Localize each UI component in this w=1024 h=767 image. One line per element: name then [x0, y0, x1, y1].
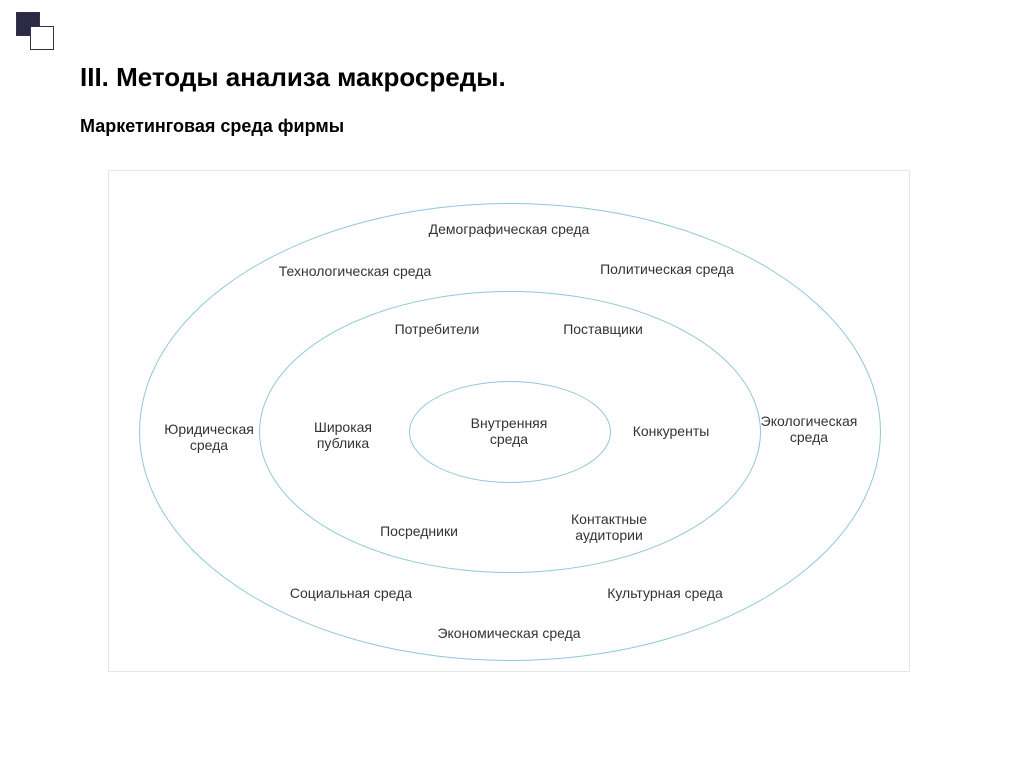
- label-contact-audiences: Контактныеаудитории: [571, 511, 647, 543]
- label-suppliers: Поставщики: [563, 321, 643, 337]
- concentric-diagram: Внутренняясреда Потребители Поставщики Ш…: [108, 170, 910, 672]
- label-competitors: Конкуренты: [633, 423, 710, 439]
- label-political: Политическая среда: [600, 261, 734, 277]
- label-legal: Юридическаясреда: [164, 421, 254, 453]
- label-demographic: Демографическая среда: [429, 221, 590, 237]
- page-subtitle: Маркетинговая среда фирмы: [80, 116, 344, 137]
- label-ecological: Экологическаясреда: [761, 413, 858, 445]
- label-social: Социальная среда: [290, 585, 412, 601]
- deco-square-outline: [30, 26, 54, 50]
- label-technological: Технологическая среда: [279, 263, 431, 279]
- label-cultural: Культурная среда: [607, 585, 723, 601]
- label-center: Внутренняясреда: [471, 415, 548, 447]
- page-title: III. Методы анализа макросреды.: [80, 62, 506, 93]
- label-economic: Экономическая среда: [437, 625, 580, 641]
- label-consumers: Потребители: [395, 321, 480, 337]
- label-intermediaries: Посредники: [380, 523, 458, 539]
- label-public: Широкаяпублика: [314, 419, 372, 451]
